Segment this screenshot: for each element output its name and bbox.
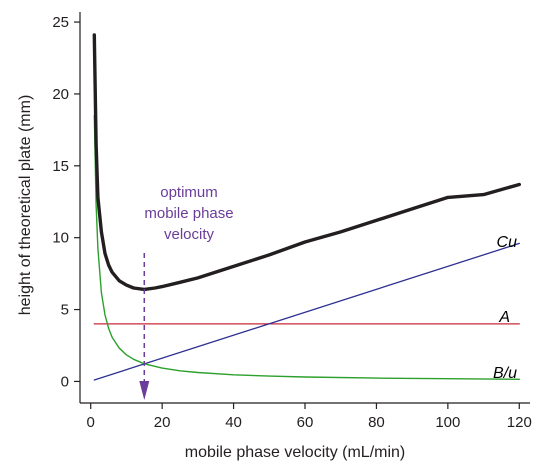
series-line-b-over-u (93, 114, 520, 380)
series-label-b-over-u: B/u (493, 365, 517, 382)
y-tick-label: 10 (52, 230, 69, 247)
series-line-h (92, 33, 521, 292)
y-axis-title: height of theoretical plate (mm) (17, 95, 34, 316)
x-tick-label: 20 (154, 414, 171, 431)
x-tick-label: 80 (368, 414, 385, 431)
x-tick-label: 40 (225, 414, 242, 431)
x-tick-label: 120 (507, 414, 532, 431)
y-tick-label: 15 (52, 158, 69, 175)
x-tick-label: 60 (297, 414, 314, 431)
optimum-arrow-head (139, 381, 150, 400)
x-tick-label: 100 (435, 414, 460, 431)
series-line-cu (93, 242, 520, 381)
axis-ticks: 0 20 40 60 80 100 120 0 5 10 15 20 25 (52, 14, 531, 431)
series-label-cu: Cu (497, 234, 518, 251)
y-tick-label: 5 (61, 302, 69, 319)
y-tick-label: 25 (52, 14, 69, 31)
x-tick-label: 0 (87, 414, 95, 431)
y-tick-label: 20 (52, 86, 69, 103)
annotation-line-2: mobile phase (144, 205, 233, 222)
x-axis-title: mobile phase velocity (mL/min) (185, 444, 406, 461)
annotation-line-1: optimum (160, 184, 218, 201)
series-label-a: A (498, 309, 510, 326)
y-tick-label: 0 (61, 373, 69, 390)
annotation-line-3: velocity (164, 226, 215, 243)
plot-marks (92, 33, 521, 400)
